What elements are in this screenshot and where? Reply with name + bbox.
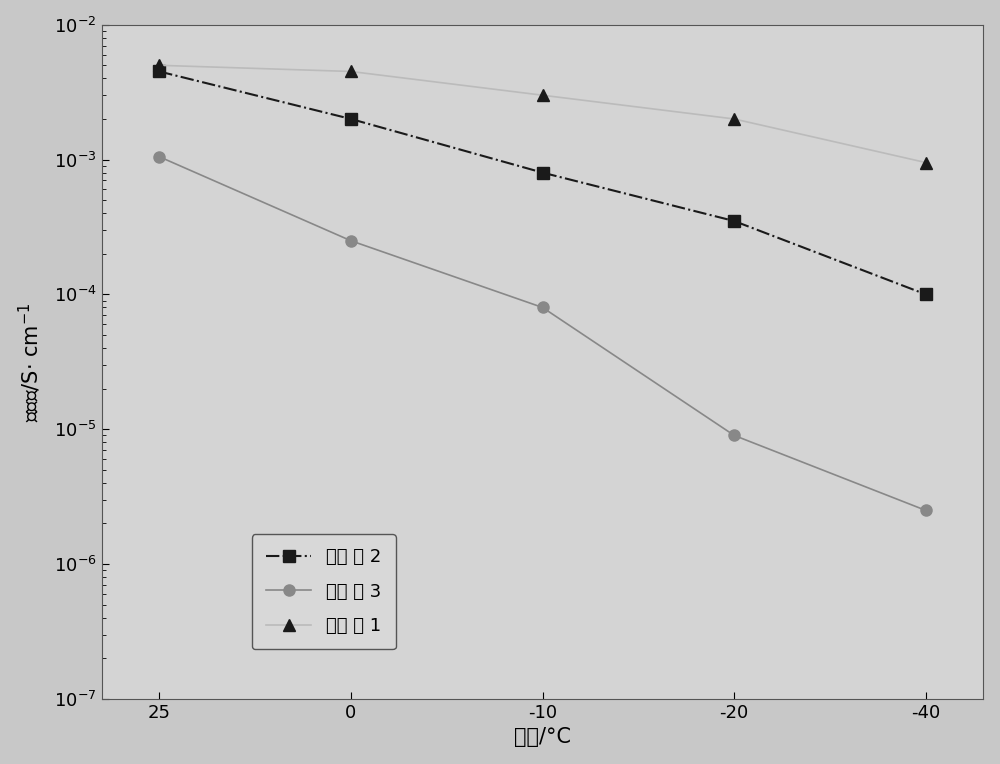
实施 例 1 — [345, 67, 357, 76]
对比 例 3 — [920, 506, 932, 515]
Y-axis label: 电导率/S· cm$^{-1}$: 电导率/S· cm$^{-1}$ — [17, 302, 43, 422]
X-axis label: 温度/°C: 温度/°C — [514, 727, 571, 747]
实施 例 1 — [153, 60, 165, 70]
实施 例 1 — [537, 91, 549, 100]
对比 例 2 — [153, 67, 165, 76]
实施 例 1 — [728, 115, 740, 124]
Line: 对比 例 3: 对比 例 3 — [154, 151, 931, 516]
Line: 实施 例 1: 实施 例 1 — [153, 59, 932, 169]
对比 例 2 — [537, 168, 549, 177]
Line: 对比 例 2: 对比 例 2 — [154, 66, 931, 300]
对比 例 2 — [345, 115, 357, 124]
对比 例 2 — [920, 290, 932, 299]
对比 例 3 — [728, 431, 740, 440]
对比 例 3 — [153, 152, 165, 161]
实施 例 1 — [920, 158, 932, 167]
对比 例 3 — [537, 303, 549, 312]
对比 例 3 — [345, 236, 357, 245]
Legend: 对比 例 2, 对比 例 3, 实施 例 1: 对比 例 2, 对比 例 3, 实施 例 1 — [252, 534, 396, 649]
对比 例 2 — [728, 216, 740, 225]
